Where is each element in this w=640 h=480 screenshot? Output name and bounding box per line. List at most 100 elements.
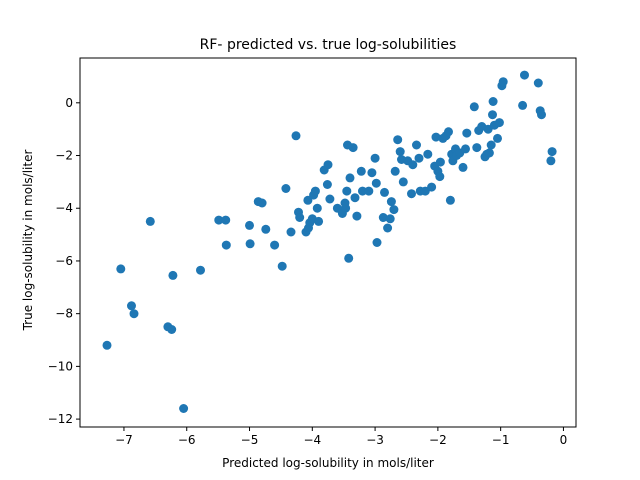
data-point-115 <box>547 147 557 157</box>
data-point-21 <box>286 227 296 237</box>
data-point-103 <box>488 97 498 106</box>
data-point-101 <box>486 140 496 150</box>
data-point-20 <box>281 184 291 193</box>
x-tick-label: 0 <box>560 433 568 447</box>
data-point-49 <box>356 166 366 176</box>
data-point-66 <box>398 177 408 187</box>
data-point-22 <box>291 131 301 141</box>
data-point-113 <box>537 110 546 120</box>
data-point-53 <box>370 153 380 163</box>
points-layer <box>102 70 557 413</box>
x-axis-ticks: −7 −6 −5 −4 −3 −2 −1 0 <box>115 427 567 447</box>
data-point-63 <box>393 135 403 145</box>
data-point-91 <box>461 144 470 154</box>
data-point-44 <box>344 253 354 263</box>
data-point-11 <box>221 215 231 225</box>
data-point-90 <box>458 162 468 172</box>
data-point-31 <box>310 186 320 196</box>
y-tick-label: −12 <box>48 412 73 426</box>
data-point-74 <box>423 149 433 159</box>
plot-area-frame <box>79 57 577 428</box>
data-point-106 <box>494 118 504 128</box>
x-tick-label: −2 <box>429 433 447 447</box>
y-tick-label: −4 <box>55 201 73 215</box>
x-axis-label: Predicted log-solubility in mols/liter <box>222 456 434 470</box>
chart-title: RF- predicted vs. true log-solubilities <box>200 37 457 53</box>
data-point-48 <box>352 211 362 221</box>
data-point-102 <box>488 110 497 120</box>
data-point-114 <box>546 156 556 166</box>
data-point-83 <box>444 127 453 137</box>
data-point-80 <box>435 157 445 167</box>
data-point-1 <box>116 264 126 274</box>
data-point-109 <box>518 100 528 110</box>
data-point-60 <box>386 197 396 207</box>
data-point-59 <box>385 214 395 224</box>
x-tick-label: −6 <box>178 433 196 447</box>
data-point-35 <box>322 180 332 189</box>
x-tick-label: −1 <box>492 433 510 447</box>
data-point-26 <box>303 195 313 205</box>
data-point-4 <box>145 216 155 226</box>
data-point-105 <box>493 133 502 143</box>
data-point-93 <box>469 102 479 112</box>
data-point-61 <box>389 205 399 215</box>
data-point-37 <box>325 194 335 204</box>
x-tick-label: −5 <box>241 433 259 447</box>
data-point-24 <box>295 213 305 222</box>
data-point-69 <box>408 160 418 170</box>
y-tick-label: −10 <box>48 359 73 373</box>
data-point-55 <box>372 238 382 247</box>
data-point-3 <box>129 309 139 319</box>
data-point-52 <box>367 168 377 178</box>
data-point-32 <box>312 203 322 213</box>
data-point-64 <box>395 147 405 157</box>
data-point-62 <box>390 166 400 176</box>
data-point-7 <box>168 270 178 280</box>
data-point-33 <box>314 216 324 226</box>
data-point-92 <box>462 128 472 138</box>
data-point-45 <box>345 173 355 183</box>
data-point-46 <box>348 143 358 153</box>
data-point-13 <box>245 220 254 230</box>
data-point-18 <box>270 240 280 250</box>
data-point-14 <box>245 239 255 249</box>
data-point-2 <box>127 301 136 311</box>
data-point-19 <box>277 261 287 271</box>
data-point-58 <box>383 223 393 233</box>
data-point-8 <box>179 404 189 413</box>
y-tick-label: 0 <box>65 96 73 110</box>
data-point-68 <box>407 189 416 199</box>
data-point-75 <box>427 182 437 192</box>
data-point-110 <box>520 70 529 80</box>
data-point-54 <box>371 178 381 188</box>
y-tick-label: −8 <box>55 307 73 321</box>
data-point-42 <box>342 186 352 196</box>
x-tick-label: −3 <box>366 433 384 447</box>
x-tick-label: −4 <box>303 433 321 447</box>
data-point-70 <box>412 140 421 150</box>
y-axis-label: True log-solubility in mols/liter <box>21 150 35 332</box>
x-tick-label: −7 <box>115 433 133 447</box>
data-point-84 <box>445 195 455 205</box>
data-point-12 <box>221 240 231 250</box>
data-point-57 <box>380 187 389 197</box>
data-point-36 <box>323 160 333 170</box>
data-point-50 <box>358 186 367 196</box>
data-point-17 <box>261 224 271 234</box>
data-point-111 <box>533 78 543 88</box>
data-point-47 <box>350 193 360 203</box>
data-point-10 <box>214 215 224 225</box>
data-point-51 <box>364 186 374 196</box>
y-axis-ticks: −12 −10 −8 −6 −4 −2 0 <box>48 96 80 426</box>
data-point-9 <box>196 265 205 275</box>
data-point-79 <box>435 172 445 182</box>
data-point-56 <box>378 213 388 222</box>
y-tick-label: −2 <box>55 149 73 163</box>
data-point-41 <box>341 203 351 213</box>
data-point-108 <box>498 77 508 87</box>
y-tick-label: −6 <box>55 254 73 268</box>
data-point-16 <box>257 198 267 208</box>
data-point-77 <box>431 132 441 142</box>
